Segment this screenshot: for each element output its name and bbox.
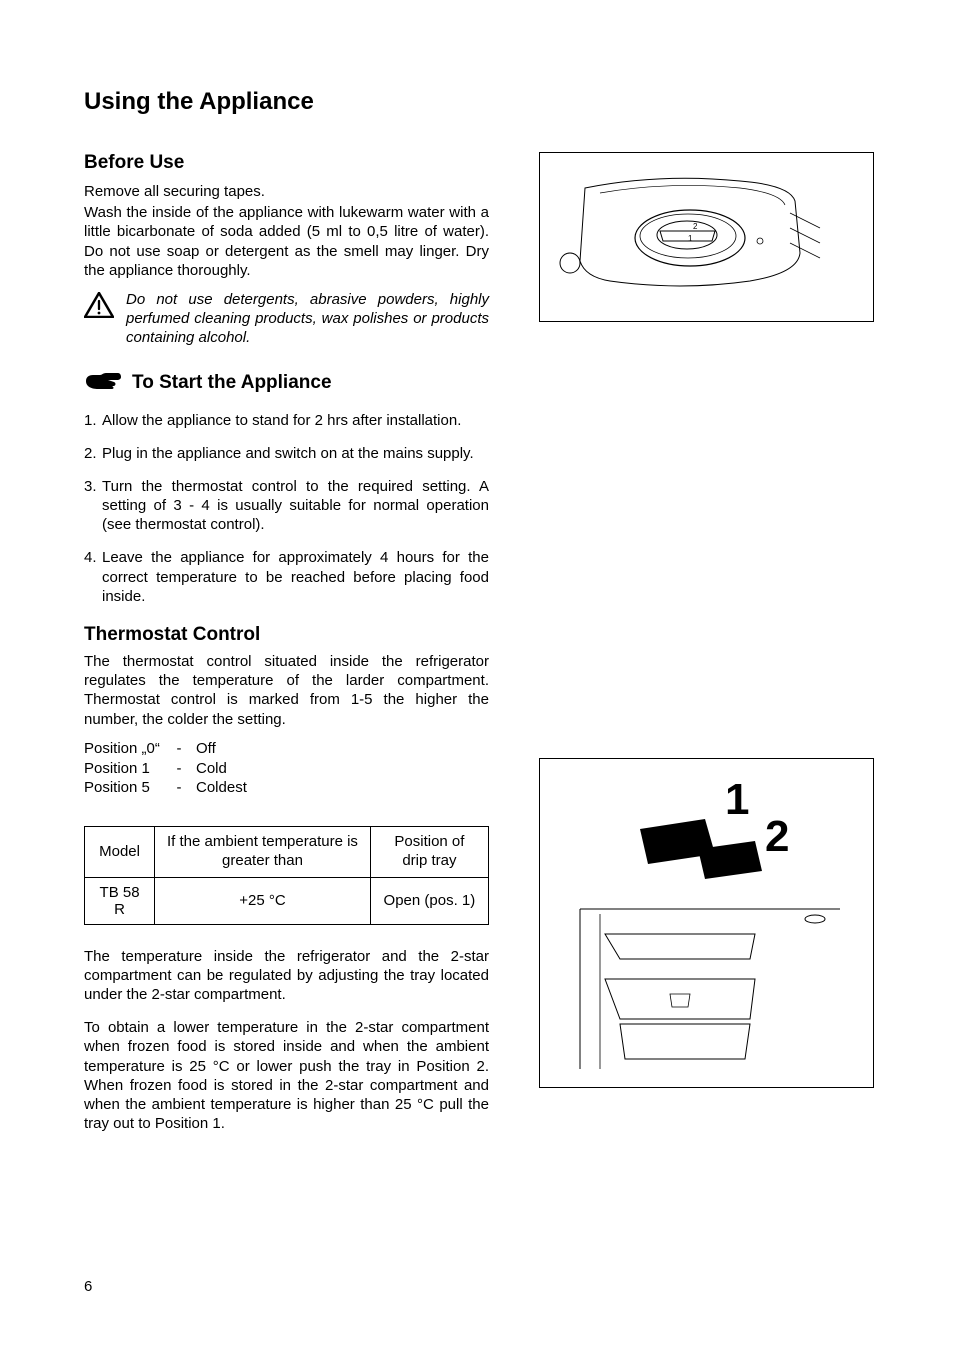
warning-triangle-icon xyxy=(84,292,114,348)
warning-block: Do not use detergents, abrasive powders,… xyxy=(84,290,489,348)
tray-label-2: 2 xyxy=(765,812,789,861)
pointing-hand-icon xyxy=(84,370,122,397)
position-sep: - xyxy=(168,739,190,759)
content-columns: Before Use Remove all securing tapes. Wa… xyxy=(84,152,874,1133)
before-use-p1: Remove all securing tapes. xyxy=(84,182,489,201)
position-sep: - xyxy=(168,778,190,798)
thermostat-heading: Thermostat Control xyxy=(84,624,489,646)
position-label: Position 5 xyxy=(84,778,168,798)
position-value: Coldest xyxy=(190,778,247,798)
table-cell: TB 58 R xyxy=(85,877,155,924)
right-column: 2 1 1 2 xyxy=(539,152,874,1133)
position-label: Position 1 xyxy=(84,759,168,779)
thermostat-p2: The temperature inside the refrigerator … xyxy=(84,947,489,1005)
thermostat-section: Thermostat Control The thermostat contro… xyxy=(84,624,489,1133)
thermostat-positions: Position „0“ - Off Position 1 - Cold Pos… xyxy=(84,739,489,798)
left-column: Before Use Remove all securing tapes. Wa… xyxy=(84,152,489,1133)
table-row: TB 58 R +25 °C Open (pos. 1) xyxy=(85,877,489,924)
position-value: Cold xyxy=(190,759,227,779)
thermostat-dial-diagram: 2 1 xyxy=(539,152,874,322)
drip-tray-diagram: 1 2 xyxy=(539,758,874,1088)
position-label: Position „0“ xyxy=(84,739,168,759)
thermostat-p1: The thermostat control situated inside t… xyxy=(84,652,489,729)
before-use-heading: Before Use xyxy=(84,152,489,174)
start-heading-row: To Start the Appliance xyxy=(84,370,489,397)
table-header: Model xyxy=(85,827,155,878)
start-steps: Allow the appliance to stand for 2 hrs a… xyxy=(84,411,489,607)
page-title: Using the Appliance xyxy=(84,88,874,116)
step-3: Turn the thermostat control to the requi… xyxy=(84,477,489,535)
table-header: Position of drip tray xyxy=(370,827,488,878)
before-use-p2: Wash the inside of the appliance with lu… xyxy=(84,203,489,280)
warning-text: Do not use detergents, abrasive powders,… xyxy=(126,290,489,348)
position-row-1: Position 1 - Cold xyxy=(84,759,489,779)
start-heading: To Start the Appliance xyxy=(132,372,332,394)
step-1: Allow the appliance to stand for 2 hrs a… xyxy=(84,411,489,430)
dial-label-2: 2 xyxy=(693,222,698,231)
thermostat-table: Model If the ambient temperature is grea… xyxy=(84,826,489,925)
table-cell: Open (pos. 1) xyxy=(370,877,488,924)
table-cell: +25 °C xyxy=(155,877,371,924)
dial-label-1: 1 xyxy=(688,234,693,243)
step-2: Plug in the appliance and switch on at t… xyxy=(84,444,489,463)
table-header: If the ambient temperature is greater th… xyxy=(155,827,371,878)
position-sep: - xyxy=(168,759,190,779)
position-value: Off xyxy=(190,739,216,759)
table-header-row: Model If the ambient temperature is grea… xyxy=(85,827,489,878)
page-number: 6 xyxy=(84,1278,92,1295)
step-4: Leave the appliance for approximately 4 … xyxy=(84,548,489,606)
tray-label-1: 1 xyxy=(725,775,749,824)
position-row-0: Position „0“ - Off xyxy=(84,739,489,759)
thermostat-p3: To obtain a lower temperature in the 2-s… xyxy=(84,1018,489,1133)
position-row-2: Position 5 - Coldest xyxy=(84,778,489,798)
